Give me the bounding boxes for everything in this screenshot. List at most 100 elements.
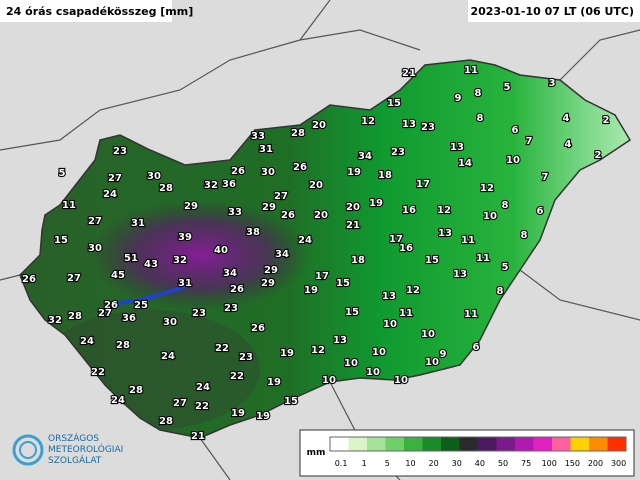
station-value: 51	[124, 253, 138, 264]
station-value: 11	[62, 200, 76, 211]
legend-swatch	[367, 437, 386, 451]
station-value: 19	[267, 377, 281, 388]
lake-balaton	[104, 282, 191, 307]
station-value: 30	[261, 167, 275, 178]
station-value: 20	[309, 180, 323, 191]
legend-tick-label: 1	[362, 459, 367, 468]
station-value: 9	[440, 349, 447, 360]
station-value: 20	[312, 120, 326, 131]
station-value: 27	[67, 273, 81, 284]
station-value: 20	[346, 202, 360, 213]
station-value: 34	[223, 268, 237, 279]
legend-swatch	[533, 437, 553, 451]
station-value: 24	[298, 235, 312, 246]
station-value: 26	[293, 162, 307, 173]
time-box	[468, 0, 640, 22]
station-value: 6	[512, 125, 519, 136]
station-value: 5	[59, 168, 66, 179]
legend-tick-label: 30	[452, 459, 462, 468]
station-value: 33	[228, 207, 242, 218]
station-value: 25	[134, 300, 148, 311]
station-value: 28	[129, 385, 143, 396]
station-value: 32	[204, 180, 218, 191]
station-value: 23	[192, 308, 206, 319]
legend-tick-label: 5	[385, 459, 390, 468]
station-value: 19	[304, 285, 318, 296]
station-value: 38	[246, 227, 260, 238]
station-value: 23	[239, 352, 253, 363]
station-value: 3	[549, 78, 556, 89]
legend-swatch	[570, 437, 590, 451]
station-value: 21	[402, 68, 416, 79]
logo: ORSZÁGOS METEOROLÓGIAI SZOLGÁLAT	[12, 432, 123, 466]
station-value: 11	[464, 65, 478, 76]
station-value: 2	[603, 115, 610, 126]
station-value: 32	[173, 255, 187, 266]
legend-swatch	[385, 437, 405, 451]
legend-swatch	[422, 437, 442, 451]
station-value: 22	[91, 367, 105, 378]
legend-frame	[329, 436, 627, 452]
station-value: 19	[347, 167, 361, 178]
station-value: 22	[230, 371, 244, 382]
station-value: 34	[275, 249, 289, 260]
title-box	[0, 0, 172, 22]
station-value: 17	[389, 234, 403, 245]
station-value: 29	[261, 278, 275, 289]
station-value: 9	[455, 93, 462, 104]
station-value: 4	[563, 113, 570, 124]
legend-swatch	[459, 437, 479, 451]
station-value: 10	[322, 375, 336, 386]
station-value: 21	[191, 431, 205, 442]
station-value: 14	[458, 158, 472, 169]
station-value: 12	[480, 183, 494, 194]
station-value: 26	[281, 210, 295, 221]
station-value: 27	[108, 173, 122, 184]
station-value: 24	[196, 382, 210, 393]
station-value: 23	[421, 122, 435, 133]
station-value: 6	[473, 342, 480, 353]
legend-swatch	[552, 437, 571, 451]
station-value: 21	[346, 220, 360, 231]
station-value: 19	[231, 408, 245, 419]
station-value: 17	[416, 179, 430, 190]
station-value: 26	[251, 323, 265, 334]
station-value: 10	[372, 347, 386, 358]
legend-tick-label: 50	[498, 459, 508, 468]
station-value: 10	[344, 358, 358, 369]
station-value: 6	[537, 206, 544, 217]
station-value: 11	[464, 309, 478, 320]
station-value: 31	[259, 144, 273, 155]
station-value: 28	[159, 416, 173, 427]
station-value: 36	[222, 179, 236, 190]
station-value: 39	[178, 232, 192, 243]
station-value: 8	[502, 200, 509, 211]
station-value: 22	[195, 401, 209, 412]
station-value: 30	[88, 243, 102, 254]
legend-swatch	[478, 437, 497, 451]
legend-tick-label: 200	[588, 459, 603, 468]
station-value: 15	[284, 396, 298, 407]
legend-swatch	[607, 437, 627, 451]
legend-tick-label: 0.1	[335, 459, 348, 468]
station-value: 40	[214, 245, 228, 256]
station-value: 24	[103, 189, 117, 200]
station-value: 26	[231, 166, 245, 177]
station-value: 24	[161, 351, 175, 362]
station-value: 29	[184, 201, 198, 212]
station-value: 7	[542, 172, 549, 183]
station-value: 13	[450, 142, 464, 153]
station-value: 10	[421, 329, 435, 340]
station-value: 19	[369, 198, 383, 209]
station-value: 8	[521, 230, 528, 241]
station-value: 16	[399, 243, 413, 254]
station-value: 30	[147, 171, 161, 182]
station-value: 34	[358, 151, 372, 162]
station-value: 32	[48, 315, 62, 326]
legend-tick-label: 300	[611, 459, 626, 468]
station-value: 12	[406, 285, 420, 296]
station-value: 15	[336, 278, 350, 289]
logo-text: ORSZÁGOS	[48, 432, 99, 444]
station-value: 7	[526, 136, 533, 147]
station-value: 4	[565, 139, 572, 150]
